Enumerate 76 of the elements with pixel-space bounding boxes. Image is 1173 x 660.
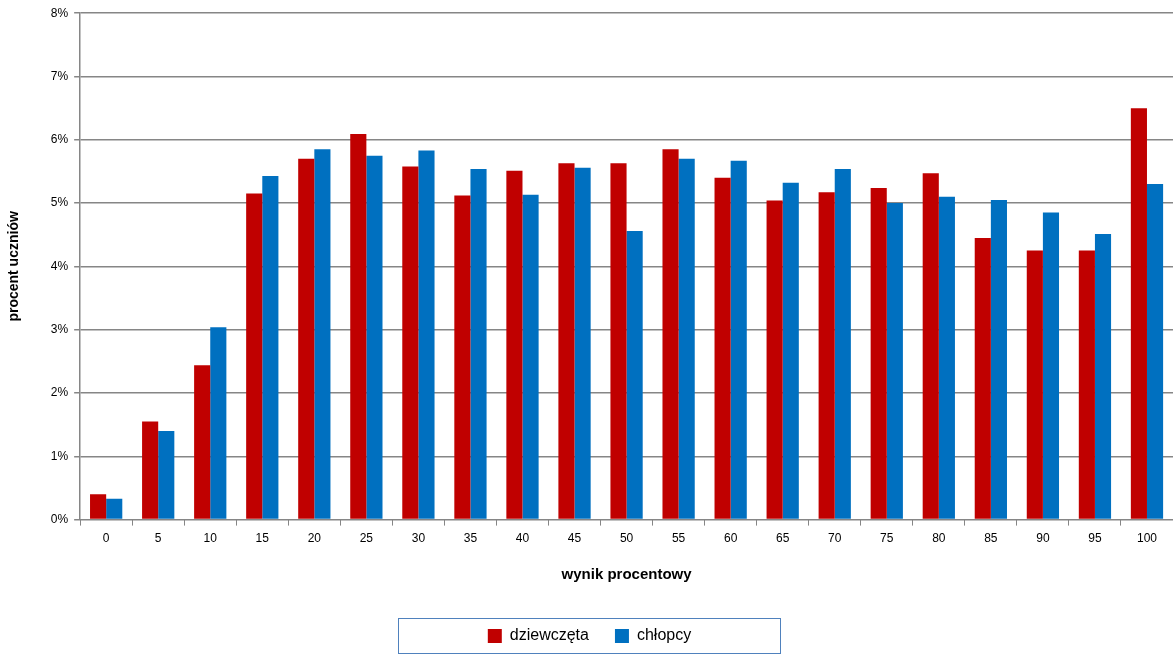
bar [834, 168, 851, 519]
x-tick-label: 15 [255, 531, 270, 546]
bar [1146, 184, 1164, 519]
x-tick-label: 35 [463, 531, 478, 546]
bar [262, 175, 279, 519]
bar [662, 149, 679, 519]
x-tick-label: 5 [154, 531, 162, 546]
x-tick-label: 65 [776, 531, 790, 546]
bar [246, 193, 263, 519]
bar [522, 194, 539, 519]
bar [730, 160, 747, 519]
bar [454, 195, 471, 519]
bar [1042, 212, 1060, 519]
bar [1026, 250, 1043, 519]
bar [938, 196, 955, 519]
x-tick-label: 55 [671, 531, 686, 546]
x-tick-label: 60 [723, 531, 738, 546]
y-tick-label: 3% [50, 322, 69, 337]
bar [350, 134, 367, 519]
bar [194, 365, 211, 519]
x-tick-label: 10 [203, 531, 218, 546]
bar [610, 163, 627, 519]
bar [418, 150, 435, 519]
bar [90, 494, 107, 519]
y-tick-label: 2% [50, 385, 69, 400]
bar [158, 430, 175, 519]
x-tick-label: 80 [932, 531, 946, 546]
bar [974, 237, 991, 519]
x-axis-title: wynik procentowy [560, 565, 693, 583]
x-tick-label: 70 [828, 531, 842, 546]
bar [402, 166, 419, 519]
x-tick-label: 20 [307, 531, 322, 546]
x-tick-label: 95 [1088, 531, 1102, 546]
bar [106, 498, 123, 519]
x-tick-label: 85 [984, 531, 998, 546]
x-tick-label: 90 [1036, 531, 1050, 546]
y-tick-label: 1% [50, 448, 69, 463]
bar [574, 167, 591, 519]
legend-label: dziewczęta [509, 626, 590, 644]
y-tick-label: 4% [50, 258, 69, 273]
x-tick-label: 100 [1136, 531, 1158, 546]
x-tick-label: 50 [619, 531, 634, 546]
legend-label: chłopcy [636, 626, 692, 644]
bar [1078, 250, 1095, 519]
x-tick-label: 45 [567, 531, 582, 546]
bar [558, 163, 575, 519]
bar [922, 173, 939, 519]
bar [818, 192, 835, 519]
y-tick-label: 7% [50, 68, 69, 83]
bar [506, 170, 523, 519]
bar [210, 327, 227, 519]
bar [626, 230, 643, 519]
bar [470, 168, 487, 519]
y-tick-label: 8% [50, 5, 69, 20]
y-tick-label: 6% [50, 132, 69, 147]
y-tick-label: 0% [50, 511, 69, 526]
x-tick-label: 25 [359, 531, 374, 546]
x-tick-label: 75 [880, 531, 894, 546]
y-tick-label: 5% [50, 195, 69, 210]
bar [142, 421, 159, 519]
bar [1130, 108, 1147, 519]
bar [366, 155, 383, 519]
bar [782, 182, 799, 519]
y-axis-title: procent uczniów [5, 211, 22, 322]
x-tick-label: 40 [515, 531, 530, 546]
x-tick-label: 30 [411, 531, 426, 546]
bar [870, 187, 887, 519]
bar [314, 149, 331, 519]
x-tick-label: 0 [102, 531, 110, 546]
bar [678, 158, 695, 519]
bar [886, 203, 903, 519]
bar [990, 199, 1007, 519]
bar [298, 158, 315, 519]
bar [1094, 234, 1112, 519]
bar [766, 200, 783, 519]
bar [714, 177, 731, 519]
